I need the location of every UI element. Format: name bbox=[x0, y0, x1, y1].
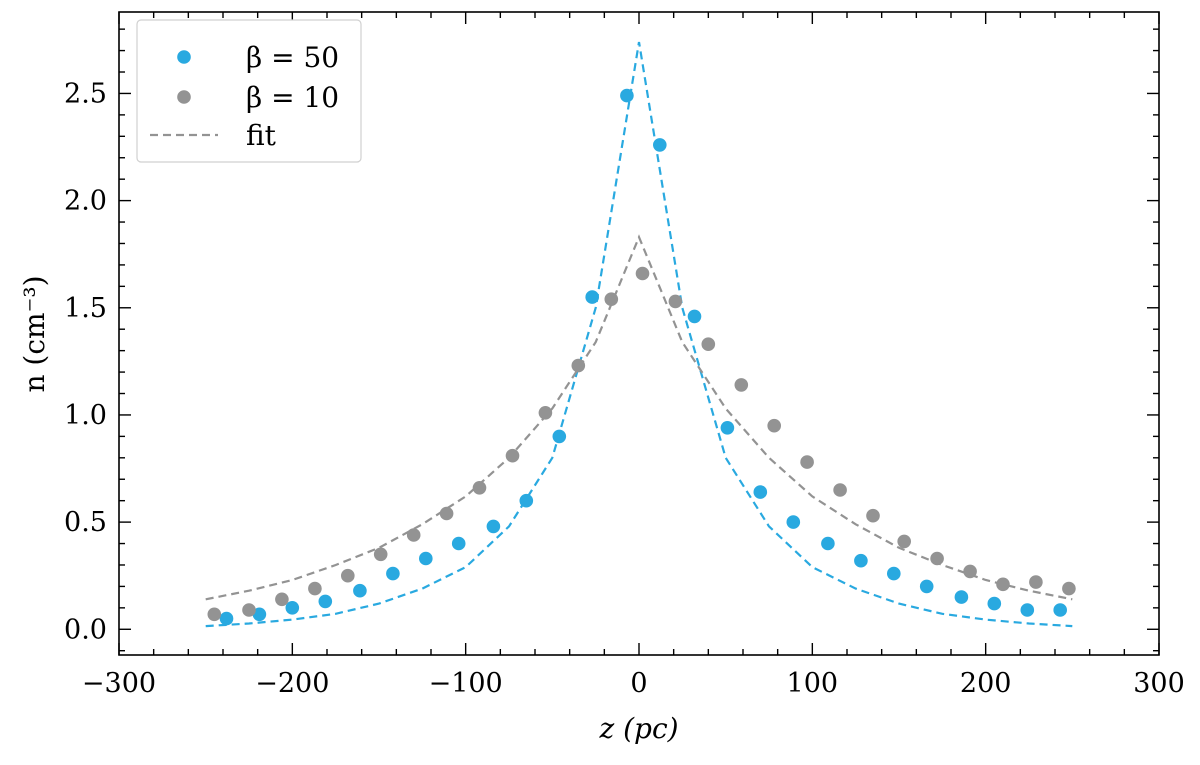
y-tick-label: 0.0 bbox=[64, 614, 107, 645]
data-point-1-20 bbox=[866, 508, 880, 523]
data-point-0-7 bbox=[451, 536, 466, 551]
data-point-0-5 bbox=[386, 566, 400, 581]
y-tick-label: 1.0 bbox=[64, 400, 107, 431]
data-point-0-23 bbox=[987, 596, 1002, 611]
data-point-1-21 bbox=[897, 534, 911, 549]
legend-label-0: β = 50 bbox=[246, 41, 339, 74]
fit-line-3 bbox=[205, 234, 1073, 601]
plot-marks bbox=[205, 41, 1076, 628]
x-tick-label: −200 bbox=[255, 668, 329, 699]
data-point-0-21 bbox=[919, 579, 934, 594]
tick-labels: −300 −200 −100 0 100 200 300 0.0 0.5 1.0 1.5 2.0 2.5 bbox=[64, 78, 1185, 699]
data-point-1-19 bbox=[833, 483, 847, 497]
data-point-1-0 bbox=[207, 607, 222, 622]
data-point-1-5 bbox=[373, 547, 388, 562]
data-point-0-22 bbox=[954, 590, 969, 604]
data-point-1-3 bbox=[308, 581, 322, 596]
y-tick-label: 2.0 bbox=[64, 186, 107, 217]
data-point-0-19 bbox=[854, 553, 868, 568]
data-point-0-0 bbox=[219, 611, 234, 626]
data-point-1-13 bbox=[635, 266, 650, 281]
data-point-0-8 bbox=[486, 519, 501, 534]
x-tick-label: 100 bbox=[787, 668, 839, 699]
data-point-1-18 bbox=[800, 455, 814, 469]
data-point-0-9 bbox=[519, 493, 534, 508]
legend-label-1: β = 10 bbox=[246, 81, 339, 114]
data-point-0-12 bbox=[620, 88, 634, 103]
data-point-1-26 bbox=[1062, 581, 1076, 596]
legend-marker-1 bbox=[177, 90, 191, 104]
data-point-1-7 bbox=[439, 506, 454, 521]
data-point-1-11 bbox=[571, 358, 586, 373]
data-point-0-18 bbox=[821, 536, 835, 551]
data-point-1-17 bbox=[767, 418, 781, 433]
data-point-0-17 bbox=[786, 515, 801, 529]
data-point-1-25 bbox=[1029, 575, 1043, 589]
data-point-1-9 bbox=[505, 448, 520, 463]
data-point-1-6 bbox=[406, 528, 421, 542]
axis-ticks bbox=[118, 12, 1160, 655]
data-point-0-4 bbox=[353, 583, 367, 598]
data-point-1-1 bbox=[242, 603, 256, 617]
data-point-1-22 bbox=[930, 551, 944, 566]
data-point-0-3 bbox=[318, 594, 333, 609]
data-point-0-14 bbox=[687, 309, 702, 324]
data-point-0-10 bbox=[552, 429, 567, 444]
x-tick-label: −100 bbox=[429, 668, 503, 699]
data-point-0-25 bbox=[1053, 603, 1067, 617]
y-axis-label: n (cm⁻³) bbox=[18, 275, 51, 392]
data-point-0-6 bbox=[419, 551, 433, 566]
data-point-0-2 bbox=[285, 601, 300, 615]
legend-marker-0 bbox=[177, 50, 191, 64]
y-tick-label: 2.5 bbox=[64, 78, 107, 109]
data-point-1-2 bbox=[275, 592, 289, 607]
data-point-1-8 bbox=[472, 481, 487, 495]
y-tick-label: 0.5 bbox=[64, 507, 107, 538]
data-point-0-11 bbox=[585, 290, 599, 304]
data-point-1-23 bbox=[963, 564, 977, 579]
data-point-1-24 bbox=[996, 577, 1010, 592]
data-point-1-4 bbox=[341, 568, 355, 583]
data-point-1-14 bbox=[668, 294, 683, 309]
fit-line-2 bbox=[205, 41, 1073, 628]
data-point-1-10 bbox=[538, 406, 553, 420]
x-tick-label: 200 bbox=[960, 668, 1012, 699]
data-point-1-12 bbox=[604, 292, 619, 307]
data-point-0-20 bbox=[887, 566, 901, 581]
x-axis-label: z (pc) bbox=[598, 712, 678, 745]
legend: β = 50 β = 10 fit bbox=[136, 19, 362, 163]
data-point-0-15 bbox=[720, 421, 735, 435]
data-point-1-15 bbox=[701, 337, 716, 352]
data-point-0-13 bbox=[653, 138, 667, 152]
x-tick-label: 300 bbox=[1133, 668, 1185, 699]
x-tick-label: −300 bbox=[82, 668, 156, 699]
y-tick-label: 1.5 bbox=[64, 293, 107, 324]
data-point-0-16 bbox=[753, 485, 768, 499]
legend-label-2: fit bbox=[246, 119, 277, 152]
data-point-0-1 bbox=[252, 607, 267, 622]
data-point-1-16 bbox=[734, 378, 749, 392]
x-tick-label: 0 bbox=[630, 668, 647, 699]
data-point-0-24 bbox=[1020, 603, 1035, 617]
legend-box bbox=[136, 19, 362, 163]
